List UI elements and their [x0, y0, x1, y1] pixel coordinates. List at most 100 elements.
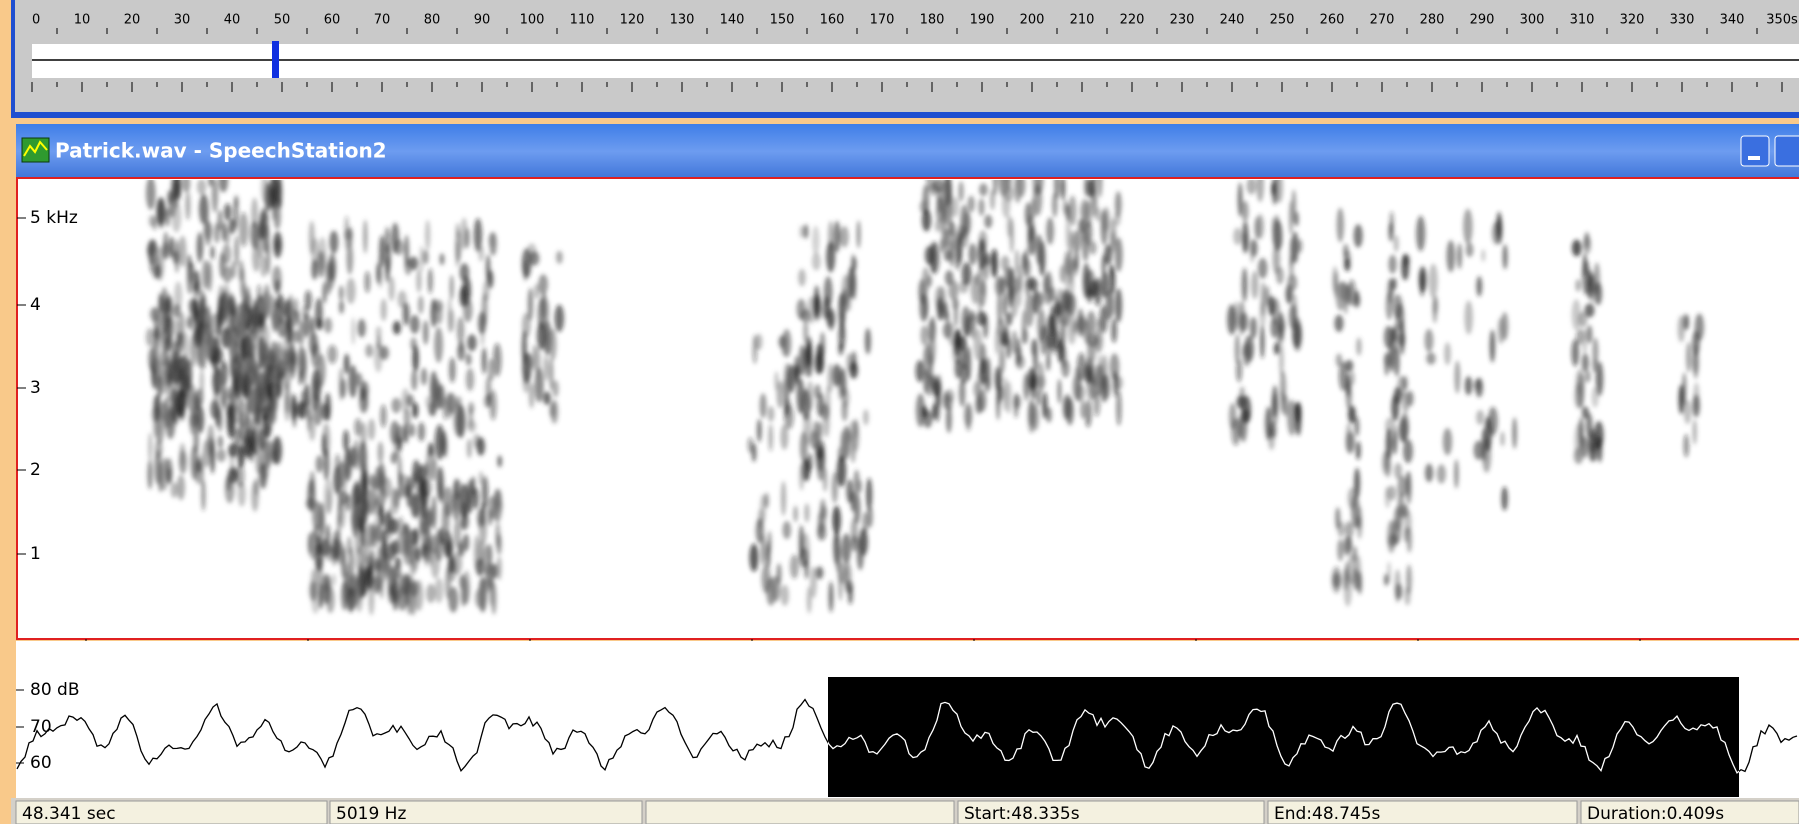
energy-line-selected [828, 701, 1739, 774]
spectral-blob [344, 493, 352, 512]
spectral-blob [189, 412, 199, 428]
spectral-blob [767, 406, 775, 422]
spectral-blob [998, 348, 1006, 374]
spectral-blob [448, 586, 459, 613]
spectral-blob [1581, 406, 1589, 419]
spectral-blob [1036, 390, 1041, 406]
spectral-blob [1072, 230, 1082, 252]
spectral-blob [752, 334, 758, 364]
spectral-blob [1388, 222, 1394, 242]
ruler-label: 60 [324, 13, 341, 28]
spectral-blob [1350, 433, 1355, 450]
spectral-blob [332, 573, 336, 587]
spectral-blob [1384, 351, 1389, 376]
ruler-ticks [31, 28, 1783, 92]
spectral-blob [957, 230, 963, 265]
title-bar [16, 124, 1799, 179]
spectral-blob [965, 404, 972, 432]
spectral-blob [1012, 277, 1020, 295]
ruler-label: 220 [1120, 13, 1145, 28]
spectral-blob [968, 243, 977, 266]
spectral-blob [193, 425, 199, 454]
spectral-blob [207, 330, 216, 357]
spectral-blob [1108, 303, 1115, 317]
spectral-blob [538, 274, 548, 295]
spectral-blob [274, 279, 281, 295]
maximize-button[interactable] [1774, 135, 1799, 167]
spectral-blob [186, 266, 193, 295]
spectral-blob [1336, 207, 1345, 243]
spectral-blob [184, 359, 193, 391]
spectral-blob [390, 487, 400, 516]
spectral-blob [776, 380, 784, 409]
spectral-blob [453, 518, 461, 549]
spectral-blob [363, 219, 368, 254]
spectral-blob [751, 443, 757, 462]
spectral-blob [357, 318, 366, 338]
spectral-blob [317, 250, 326, 278]
spectral-blob [1393, 235, 1399, 253]
spectral-blob [165, 296, 172, 314]
spectral-blob [1584, 370, 1591, 383]
spectral-blob [468, 401, 475, 415]
spectral-blob [953, 330, 961, 357]
spectral-blob [1426, 352, 1436, 365]
spectral-blob [376, 253, 384, 289]
selection[interactable] [828, 677, 1739, 797]
spectral-blob [392, 320, 401, 335]
spectral-blob [863, 409, 869, 426]
spectral-blob [1588, 433, 1597, 453]
spectral-blob [866, 477, 873, 512]
spectral-blob [170, 387, 178, 423]
spectral-blob [1582, 253, 1587, 277]
spectral-blob [266, 353, 276, 384]
minimize-button[interactable] [1740, 135, 1770, 167]
spectral-blob [485, 254, 491, 284]
spectral-blob [404, 572, 411, 608]
spectral-blob [1597, 437, 1603, 463]
spectral-blob [487, 358, 495, 382]
spectral-blob [1678, 384, 1685, 415]
spectral-blob [302, 312, 311, 338]
spectral-blob [448, 357, 456, 383]
spectral-blob [970, 312, 976, 340]
spectral-blob [272, 436, 283, 465]
spectral-blob [487, 495, 497, 520]
spectral-blob [1692, 394, 1700, 418]
status-pane [329, 800, 643, 824]
spectral-blob [1355, 441, 1361, 460]
spectral-blob [1465, 242, 1474, 258]
spectral-blob [532, 344, 537, 371]
spectral-blob [1595, 361, 1604, 397]
spectral-blob [1337, 521, 1345, 538]
spectral-blob [1032, 289, 1040, 315]
spectral-blob [1384, 486, 1391, 509]
spectral-blob [847, 430, 852, 444]
spectral-blob [250, 429, 258, 456]
spectral-blob [1086, 287, 1093, 303]
spectral-blob [298, 319, 304, 351]
spectral-blob [384, 226, 391, 254]
spectral-blob [217, 435, 223, 449]
position-thumb[interactable] [272, 41, 279, 78]
spectral-blob [171, 341, 181, 373]
spectral-blob [381, 529, 388, 564]
spectral-blob [176, 332, 183, 347]
spectral-blob [376, 335, 382, 350]
y-tick-label: 5 kHz [30, 208, 78, 228]
spectral-blob [1349, 371, 1355, 386]
spectral-blob [764, 492, 769, 509]
spectral-blob [973, 328, 983, 361]
spectral-blob [1046, 217, 1055, 245]
spectral-blob [958, 378, 966, 407]
spectral-blob [192, 390, 203, 411]
spectral-blob [920, 325, 929, 346]
spectral-blob [196, 231, 204, 261]
spectral-blob [467, 479, 474, 514]
spectral-blob [921, 208, 932, 232]
spectral-blob [258, 219, 264, 240]
status-start: Start:48.335s [964, 804, 1080, 824]
spectral-blob [1454, 360, 1461, 394]
spectral-blob [1683, 399, 1692, 425]
spectral-blob [391, 397, 402, 414]
